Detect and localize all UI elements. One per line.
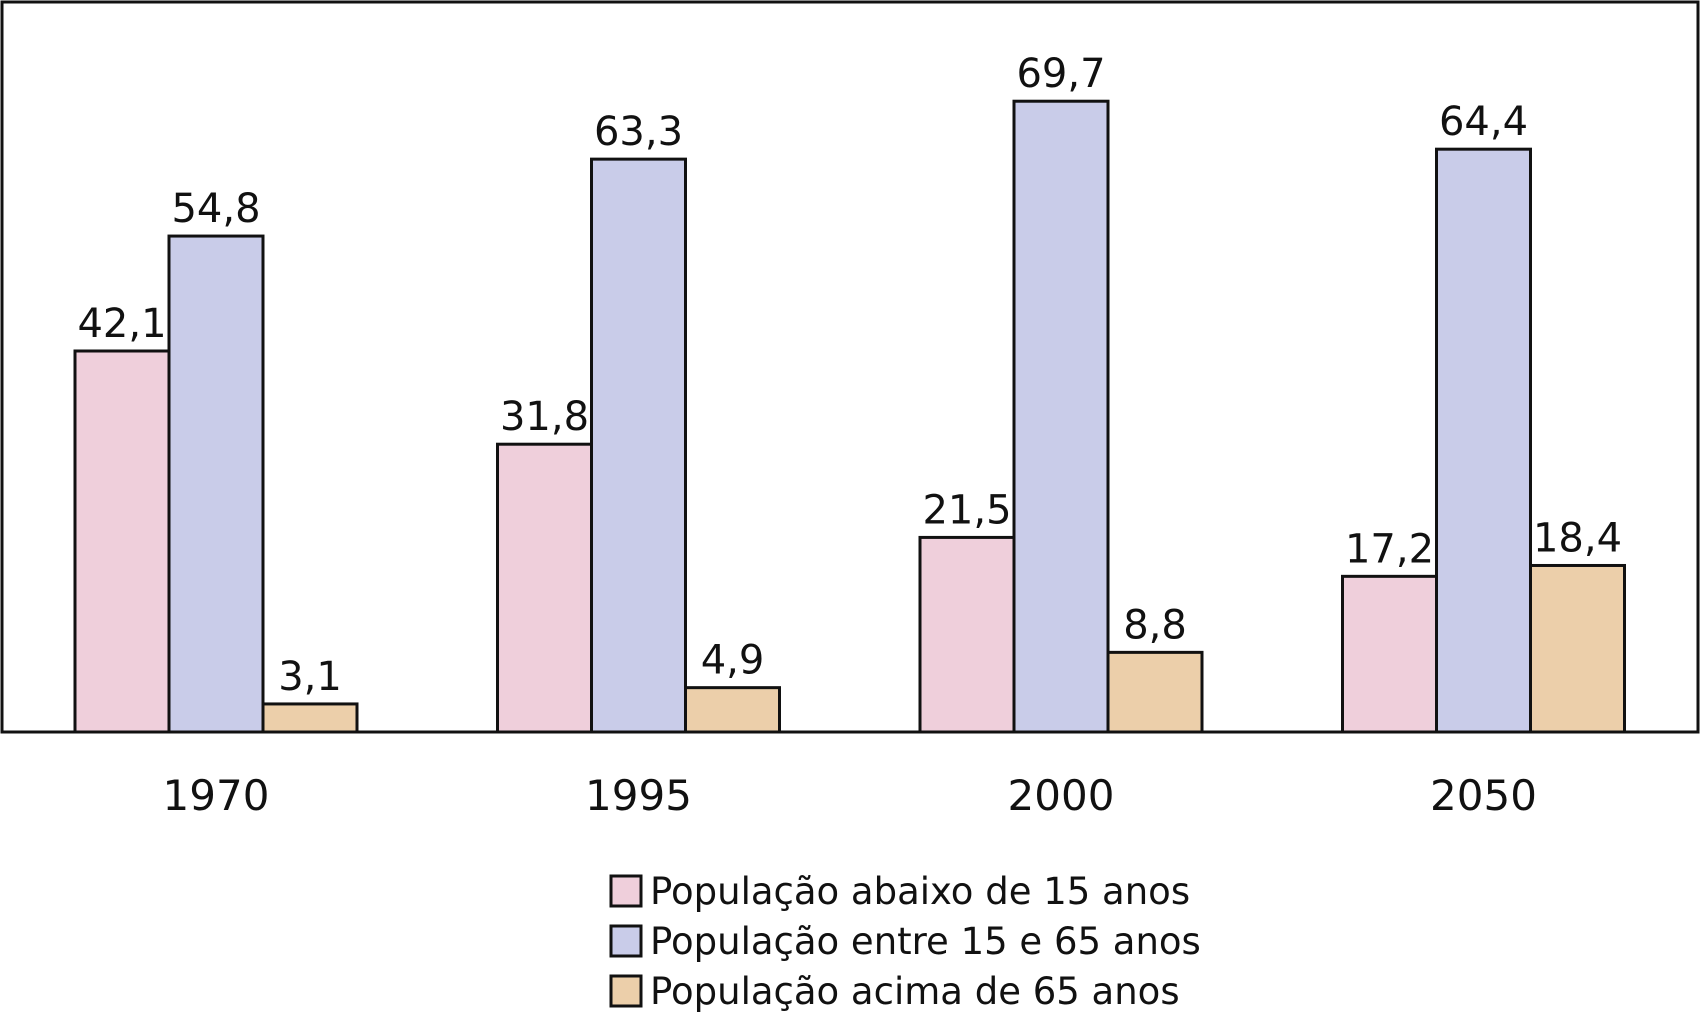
data-label-1970-series-2: 54,8 — [171, 186, 260, 232]
x-tick-label-2000: 2000 — [1008, 771, 1115, 820]
data-label-1995-series-1: 31,8 — [500, 394, 589, 440]
value-labels-layer: 42,1 54,8 3,1 31,8 63,3 4,9 21,5 69,7 8,8 17,2 64,… — [77, 51, 1622, 700]
bar-1970-series-1 — [73, 349, 171, 734]
legend-swatch-popula-o-acima-de-65-anos — [609, 974, 643, 1008]
data-label-1995-series-3: 4,9 — [701, 638, 765, 684]
data-label-2050-series-2: 64,4 — [1439, 99, 1528, 145]
bar-1995-series-3 — [684, 686, 781, 734]
bar-2000-series-3 — [1106, 650, 1204, 734]
data-label-1995-series-2: 63,3 — [594, 109, 683, 155]
x-axis-ticks: 1970 1995 2000 2050 — [163, 771, 1537, 820]
legend: População abaixo de 15 anos População ent… — [609, 870, 1201, 1013]
data-label-2000-series-1: 21,5 — [922, 487, 1011, 533]
bar-1995-series-1 — [496, 442, 593, 734]
data-label-1970-series-1: 42,1 — [77, 301, 166, 347]
legend-swatch-popula-o-entre-15-e-65-anos — [609, 924, 643, 958]
bar-2050-series-2 — [1435, 147, 1532, 734]
bar-1970-series-3 — [261, 702, 359, 734]
data-label-2050-series-1: 17,2 — [1345, 526, 1434, 572]
x-tick-label-2050: 2050 — [1430, 771, 1537, 820]
data-label-2000-series-2: 69,7 — [1016, 51, 1105, 97]
bar-1995-series-2 — [590, 157, 687, 734]
bars-layer — [73, 99, 1626, 734]
data-label-2050-series-3: 18,4 — [1533, 515, 1622, 561]
legend-label-popula-o-entre-15-e-65-anos: População entre 15 e 65 anos — [650, 920, 1201, 963]
legend-swatch-popula-o-abaixo-de-15-anos — [609, 874, 643, 908]
x-tick-label-1970: 1970 — [163, 771, 270, 820]
bar-1970-series-2 — [167, 234, 265, 734]
bar-2000-series-2 — [1012, 99, 1110, 734]
legend-label-popula-o-acima-de-65-anos: População acima de 65 anos — [650, 970, 1180, 1013]
data-label-2000-series-3: 8,8 — [1123, 602, 1187, 648]
x-tick-label-1995: 1995 — [585, 771, 692, 820]
bar-2050-series-1 — [1341, 574, 1438, 734]
legend-label-popula-o-abaixo-de-15-anos: População abaixo de 15 anos — [650, 870, 1190, 913]
data-label-1970-series-3: 3,1 — [278, 654, 342, 700]
bar-2000-series-1 — [918, 535, 1016, 734]
bar-2050-series-3 — [1529, 563, 1626, 734]
